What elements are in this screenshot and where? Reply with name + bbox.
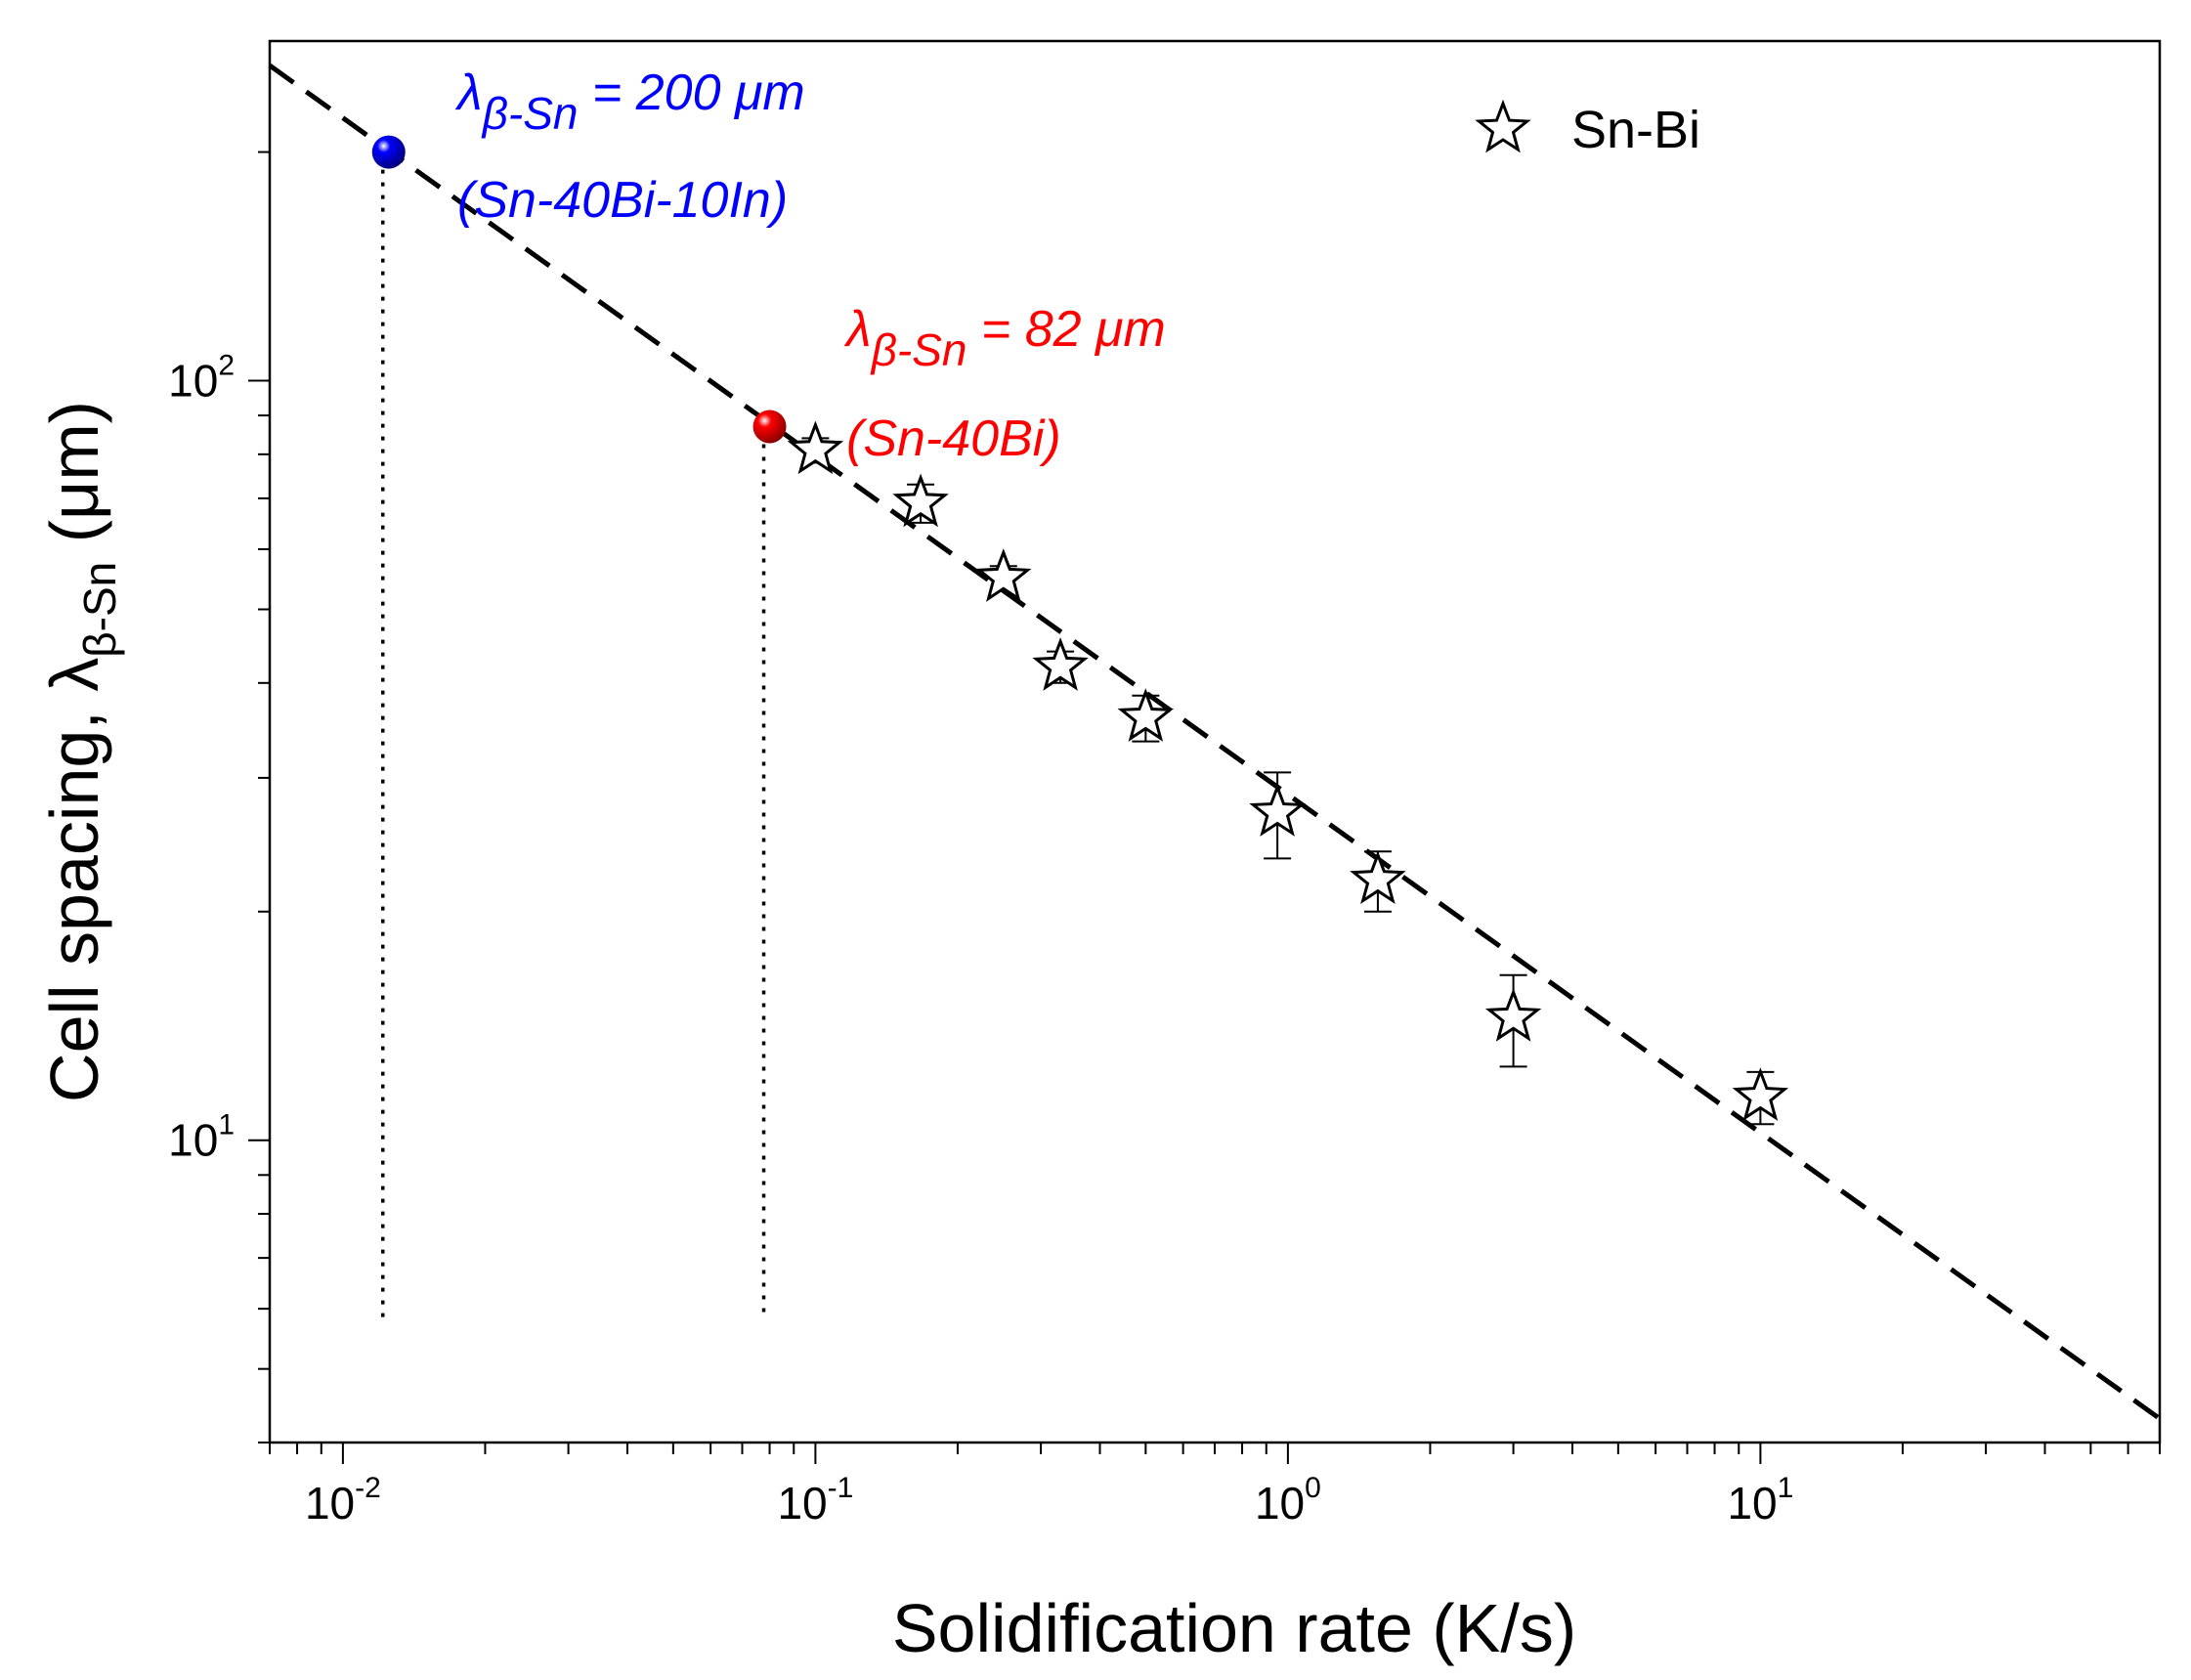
annotation-spacing: λβ-Sn = 200 μm — [454, 65, 805, 139]
data-point — [892, 473, 949, 528]
legend-star-marker — [1475, 99, 1531, 153]
star-marker — [892, 473, 949, 528]
y-axis-title-text: Cell spacing, λβ-Sn (μm) — [36, 401, 125, 1102]
data-point — [1249, 771, 1306, 860]
data-point — [975, 548, 1032, 602]
highlight-point — [752, 409, 787, 444]
axis-labels-layer: 10-2 10-1 100 101 101 102 Solidification rate … — [36, 350, 1793, 1666]
y-tick-label: 102 — [168, 350, 235, 407]
x-axis-title: Solidification rate (K/s) — [892, 1590, 1576, 1666]
y-tick-label: 101 — [168, 1109, 235, 1166]
fit-line-layer — [268, 63, 2162, 1421]
data-point — [1032, 637, 1089, 691]
data-point — [1732, 1067, 1789, 1126]
data-points-layer — [787, 420, 1789, 1126]
star-marker — [1350, 850, 1406, 905]
plot-area-border — [268, 39, 2162, 1444]
star-marker — [1249, 783, 1306, 837]
y-axis-title: Cell spacing, λβ-Sn (μm) — [36, 401, 125, 1102]
drop-lines-layer — [381, 169, 766, 1320]
data-point — [1350, 850, 1406, 913]
data-point — [787, 420, 844, 475]
data-point — [1117, 688, 1175, 743]
x-tick-label: 100 — [1255, 1472, 1321, 1529]
star-marker — [975, 548, 1032, 602]
annotation-spacing: λβ-Sn = 82 μm — [843, 301, 1166, 375]
star-marker — [1484, 988, 1542, 1042]
x-tick-label: 10-1 — [777, 1472, 853, 1529]
legend: Sn-Bi — [1475, 99, 1700, 159]
highlight-points-layer — [371, 135, 787, 444]
annotations-layer: λβ-Sn = 200 μm (Sn-40Bi-10In) λβ-Sn = 82 μ… — [454, 65, 1166, 467]
annotation-alloy: (Sn-40Bi) — [846, 410, 1061, 467]
star-marker — [1117, 688, 1175, 742]
star-marker — [1032, 637, 1089, 691]
fit-line — [268, 63, 2162, 1421]
highlight-point — [371, 135, 406, 169]
star-marker — [1732, 1067, 1789, 1121]
x-tick-label: 101 — [1727, 1472, 1793, 1529]
star-marker — [787, 420, 844, 475]
x-tick-label: 10-2 — [305, 1472, 381, 1529]
legend-label: Sn-Bi — [1571, 101, 1700, 159]
axis-ticks-layer — [248, 151, 2161, 1464]
plot-frame — [268, 39, 2162, 1444]
data-point — [1484, 973, 1542, 1068]
annotation-alloy: (Sn-40Bi-10In) — [457, 172, 788, 229]
